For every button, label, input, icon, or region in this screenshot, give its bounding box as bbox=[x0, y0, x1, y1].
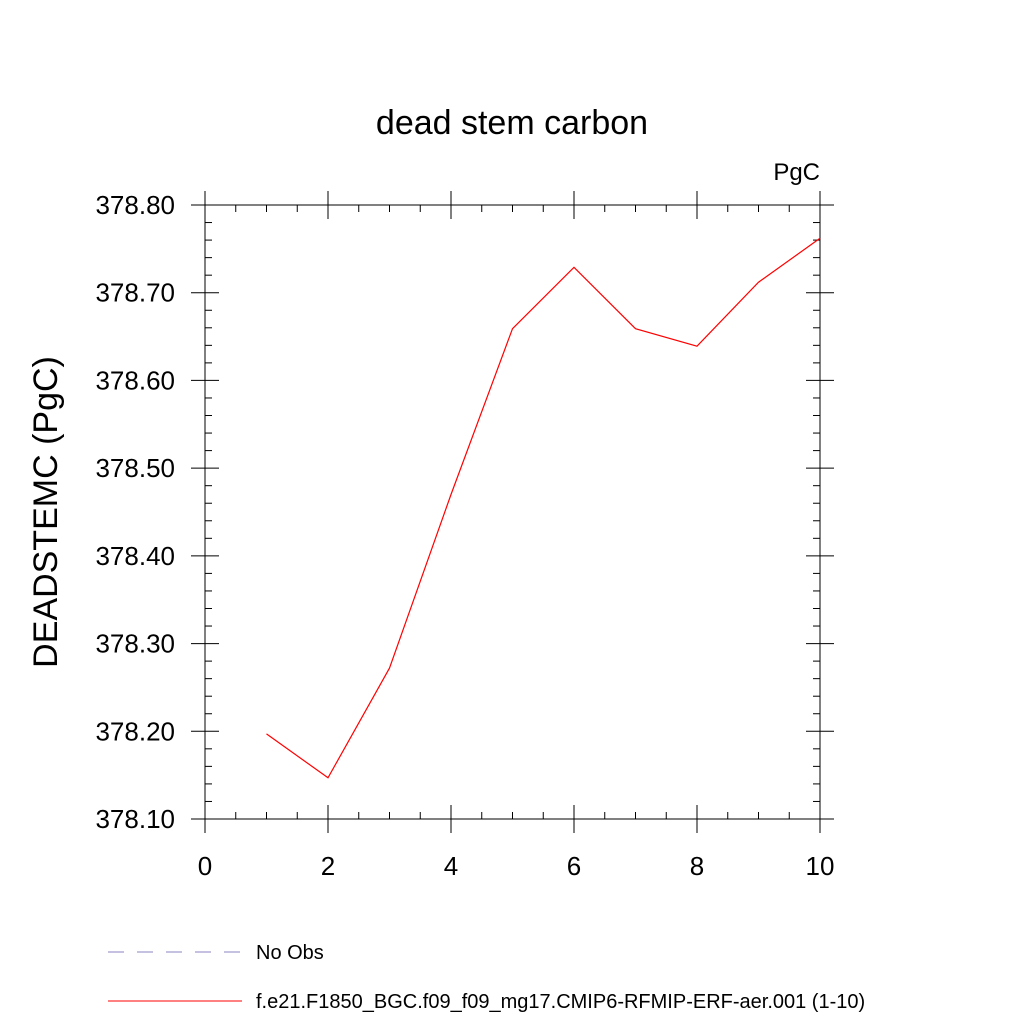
x-tick-label: 8 bbox=[690, 851, 704, 881]
plot-frame bbox=[204, 204, 821, 820]
chart-title: dead stem carbon bbox=[376, 104, 648, 142]
y-tick-label: 378.40 bbox=[95, 541, 175, 571]
y-tick-label: 378.50 bbox=[95, 453, 175, 483]
legend: No Obs f.e21.F1850_BGC.f09_f09_mg17.CMIP6… bbox=[108, 942, 865, 1013]
axis-ticks: 0 2 4 6 8 10 378.10 378.20 378.30 378.40 378.50 378… bbox=[95, 190, 834, 881]
y-axis-label: DEADSTEMC (PgC) bbox=[27, 356, 65, 668]
x-tick-label: 0 bbox=[198, 851, 212, 881]
y-tick-label: 378.70 bbox=[95, 278, 175, 308]
y-tick-label: 378.20 bbox=[95, 716, 175, 746]
x-tick-label: 4 bbox=[444, 851, 458, 881]
y-tick-label: 378.30 bbox=[95, 629, 175, 659]
series-layer bbox=[266, 237, 821, 779]
legend-label: f.e21.F1850_BGC.f09_f09_mg17.CMIP6-RFMIP… bbox=[256, 991, 865, 1013]
x-tick-label: 6 bbox=[567, 851, 581, 881]
x-tick-label: 2 bbox=[321, 851, 335, 881]
units-label: PgC bbox=[773, 159, 820, 186]
y-tick-label: 378.10 bbox=[95, 804, 175, 834]
series-line bbox=[266, 237, 821, 779]
y-tick-label: 378.60 bbox=[95, 365, 175, 395]
x-tick-label: 10 bbox=[806, 851, 835, 881]
y-tick-label: 378.80 bbox=[95, 190, 175, 220]
legend-label: No Obs bbox=[256, 942, 324, 964]
